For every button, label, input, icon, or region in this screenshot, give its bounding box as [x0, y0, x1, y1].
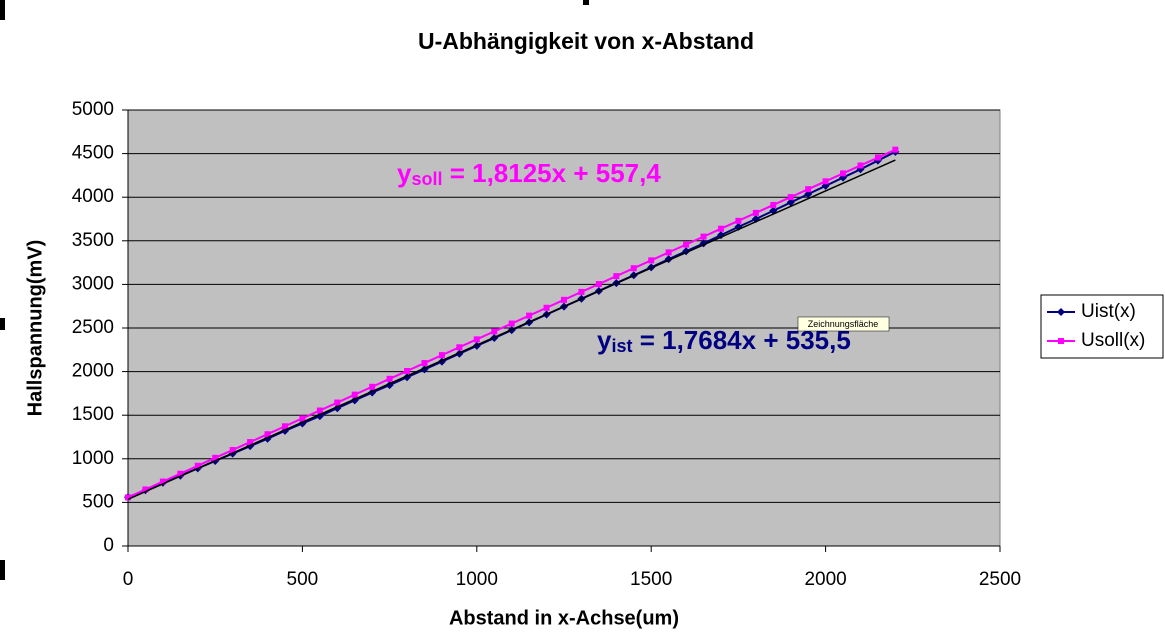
y-tick-label: 1000: [72, 448, 114, 469]
trendline: [127, 149, 896, 499]
equation-part: ist: [611, 336, 632, 356]
y-tick-label: 500: [82, 491, 114, 512]
legend-label: Usoll(x): [1081, 330, 1145, 351]
y-tick-label: 4000: [72, 186, 114, 207]
legend-box: [1040, 294, 1164, 359]
y-tick-label: 2500: [72, 317, 114, 338]
x-tick-label: 1000: [456, 569, 498, 590]
y-tick-label: 3000: [72, 273, 114, 294]
frame-edge: [0, 0, 5, 20]
chart-title: U-Abhängigkeit von x-Abstand: [418, 28, 754, 54]
y-tick-label: 1500: [72, 404, 114, 425]
y-tick-label: 3500: [72, 230, 114, 251]
x-tick-label: 2500: [979, 569, 1021, 590]
legend-marker: [1057, 308, 1065, 316]
trendline-equation: ysoll = 1,8125x + 557,4: [397, 158, 661, 189]
tooltip: Zeichnungsfläche: [808, 319, 879, 329]
y-axis-label: Hallspannung(mV): [24, 240, 46, 417]
data-point: [892, 146, 899, 153]
legend-marker: [1058, 338, 1064, 344]
y-tick-label: 2000: [72, 361, 114, 382]
x-tick-label: 0: [123, 569, 134, 590]
y-tick-label: 5000: [72, 99, 114, 120]
equation-part: y: [397, 158, 412, 188]
frame-edge: [0, 560, 5, 580]
y-tick-label: 4500: [72, 143, 114, 164]
frame-edge: [0, 318, 5, 330]
equation-part: y: [597, 325, 612, 355]
x-axis-label: Abstand in x-Achse(um): [449, 607, 679, 629]
equation-part: = 1,8125x + 557,4: [442, 158, 661, 188]
x-tick-label: 500: [287, 569, 319, 590]
data-point: [716, 231, 725, 240]
x-tick-label: 2000: [804, 569, 846, 590]
x-tick-label: 1500: [630, 569, 672, 590]
equation-part: soll: [411, 169, 442, 189]
y-tick-label: 0: [103, 535, 114, 556]
trendline: [127, 159, 896, 500]
legend-label: Uist(x): [1081, 301, 1136, 322]
frame-edge: [583, 0, 589, 5]
tooltip-box: [797, 316, 890, 332]
data-point: [786, 198, 795, 207]
data-point: [125, 494, 131, 501]
